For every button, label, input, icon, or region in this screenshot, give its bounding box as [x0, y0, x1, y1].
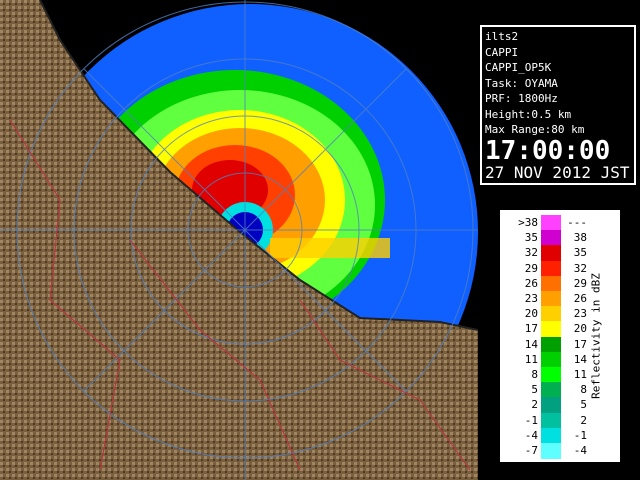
legend-low: 11: [524, 352, 538, 366]
legend-low: -4: [524, 428, 538, 442]
legend-low: 26: [524, 276, 538, 290]
legend-swatch: [541, 351, 561, 368]
range-rings: [0, 0, 478, 480]
legend-swatch: [541, 291, 561, 307]
info-line: PRF: 1800Hz: [485, 92, 558, 105]
legend-high: 5: [580, 398, 587, 412]
info-line: Task: OYAMA: [485, 76, 558, 90]
legend-swatch: [541, 230, 561, 247]
coastline: [39, 0, 478, 331]
legend-high: ---: [567, 216, 587, 229]
info-line: CAPPI_OP5K: [485, 61, 552, 74]
legend-high: 2: [580, 413, 587, 427]
legend-swatch: [541, 412, 561, 429]
legend-low: -1: [524, 413, 538, 427]
legend-swatch: [541, 321, 561, 338]
legend-swatch: [541, 260, 561, 277]
legend-low: 2: [531, 398, 538, 412]
legend-swatch: [541, 215, 561, 231]
radar-map: [0, 0, 478, 480]
legend-low: 23: [524, 292, 538, 305]
time: 17:00:00: [485, 135, 611, 166]
legend-swatch: [541, 275, 561, 292]
legend-high: 11: [573, 368, 587, 381]
color-legend: Reflectivity in dBZ >38 --- 35 38 32 35 29 32 26…: [500, 210, 620, 462]
legend-low: 35: [524, 231, 538, 245]
legend-high: 26: [573, 292, 587, 305]
legend-swatch: [541, 427, 561, 444]
legend-high: 35: [573, 246, 587, 260]
legend-high: 17: [573, 337, 587, 351]
legend-low: 8: [531, 368, 538, 381]
legend-title: Reflectivity in dBZ: [589, 273, 603, 399]
info-line: Height:0.5 km: [485, 107, 572, 121]
legend-swatch: [541, 336, 561, 353]
legend-low: 17: [524, 322, 538, 336]
legend-low: 32: [524, 246, 538, 260]
legend-high: 23: [573, 307, 587, 321]
legend-high: -4: [573, 444, 587, 457]
legend-high: 32: [573, 261, 587, 275]
legend-high: 8: [580, 383, 587, 397]
info-line: ilts2: [485, 30, 519, 43]
date: 27 NOV 2012 JST: [485, 162, 630, 182]
legend-low: -7: [524, 444, 538, 457]
legend-swatch: [541, 397, 561, 414]
boundaries: [9, 119, 471, 471]
legend-low: 5: [531, 383, 538, 397]
legend-high: 38: [573, 231, 587, 245]
legend-swatch: [541, 245, 561, 262]
info-panel: ilts2 CAPPI CAPPI_OP5K Task: OYAMA PRF: 1800…: [480, 25, 636, 185]
info-line: CAPPI: [485, 45, 519, 59]
legend-high: -1: [573, 428, 587, 442]
legend-swatch: [541, 382, 561, 399]
legend-high: 20: [573, 322, 587, 336]
legend-high: 14: [573, 352, 587, 366]
legend-low: 20: [524, 307, 538, 321]
legend-high: 29: [573, 276, 587, 290]
legend-low: 14: [524, 337, 538, 351]
info-line: Max Range:80 km: [485, 123, 585, 136]
legend-swatch: [541, 367, 561, 383]
legend-swatch: [541, 443, 561, 459]
legend-low: 29: [524, 261, 538, 275]
legend-low: >38: [518, 216, 538, 229]
legend-swatch: [541, 306, 561, 323]
